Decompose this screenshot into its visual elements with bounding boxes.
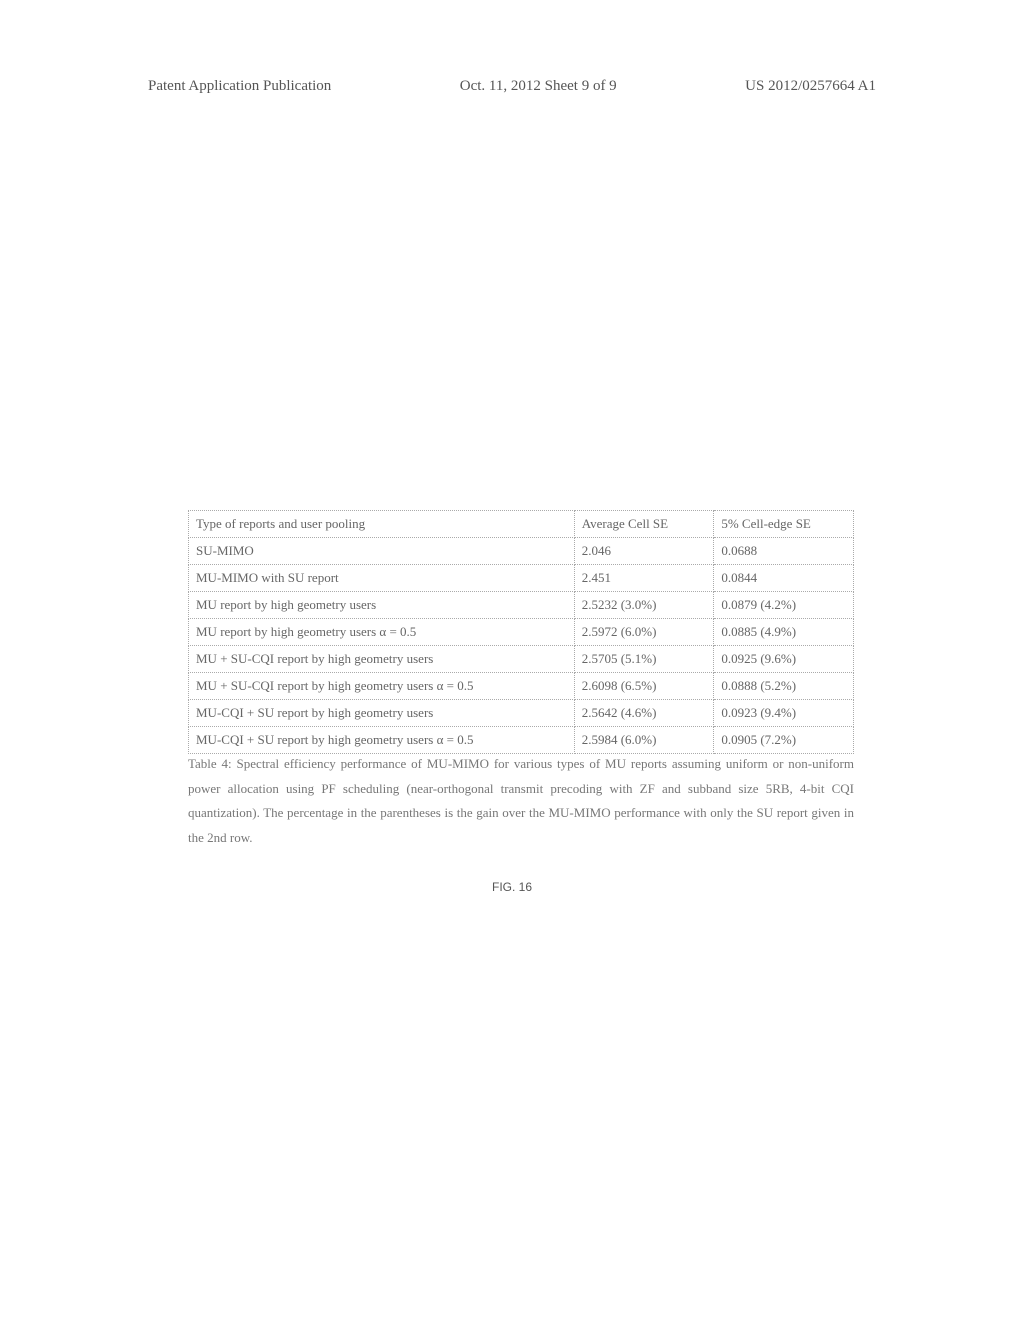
cell-type: MU-CQI + SU report by high geometry user… <box>189 700 575 727</box>
table-row: SU-MIMO 2.046 0.0688 <box>189 538 854 565</box>
cell-edge: 0.0879 (4.2%) <box>714 592 854 619</box>
cell-edge: 0.0905 (7.2%) <box>714 727 854 754</box>
cell-type: MU report by high geometry users <box>189 592 575 619</box>
cell-avg: 2.5642 (4.6%) <box>574 700 714 727</box>
table-row: MU report by high geometry users 2.5232 … <box>189 592 854 619</box>
table-row: MU report by high geometry users α = 0.5… <box>189 619 854 646</box>
cell-avg: 2.5232 (3.0%) <box>574 592 714 619</box>
cell-type: MU + SU-CQI report by high geometry user… <box>189 673 575 700</box>
cell-edge: 0.0885 (4.9%) <box>714 619 854 646</box>
cell-edge: 0.0844 <box>714 565 854 592</box>
cell-avg: 2.046 <box>574 538 714 565</box>
table-row: MU + SU-CQI report by high geometry user… <box>189 673 854 700</box>
header-right: US 2012/0257664 A1 <box>745 78 876 95</box>
cell-edge: 0.0688 <box>714 538 854 565</box>
spectral-efficiency-table: Type of reports and user pooling Average… <box>188 510 854 754</box>
table-row: MU + SU-CQI report by high geometry user… <box>189 646 854 673</box>
cell-type: MU-MIMO with SU report <box>189 565 575 592</box>
table-row: MU-CQI + SU report by high geometry user… <box>189 727 854 754</box>
cell-type: MU + SU-CQI report by high geometry user… <box>189 646 575 673</box>
cell-avg: 2.5984 (6.0%) <box>574 727 714 754</box>
cell-edge: 0.0925 (9.6%) <box>714 646 854 673</box>
cell-edge: 0.0923 (9.4%) <box>714 700 854 727</box>
table-row: MU-CQI + SU report by high geometry user… <box>189 700 854 727</box>
page-header: Patent Application Publication Oct. 11, … <box>0 78 1024 95</box>
table-container: Type of reports and user pooling Average… <box>188 510 854 754</box>
table-row: MU-MIMO with SU report 2.451 0.0844 <box>189 565 854 592</box>
cell-type: MU report by high geometry users α = 0.5 <box>189 619 575 646</box>
figure-label: FIG. 16 <box>0 880 1024 894</box>
cell-type: SU-MIMO <box>189 538 575 565</box>
cell-edge: 0.0888 (5.2%) <box>714 673 854 700</box>
col-header-type: Type of reports and user pooling <box>189 511 575 538</box>
cell-type: MU-CQI + SU report by high geometry user… <box>189 727 575 754</box>
patent-page: Patent Application Publication Oct. 11, … <box>0 0 1024 1320</box>
table-header-row: Type of reports and user pooling Average… <box>189 511 854 538</box>
header-center: Oct. 11, 2012 Sheet 9 of 9 <box>460 78 617 95</box>
col-header-edge: 5% Cell-edge SE <box>714 511 854 538</box>
header-left: Patent Application Publication <box>148 78 331 95</box>
cell-avg: 2.451 <box>574 565 714 592</box>
table-caption: Table 4: Spectral efficiency performance… <box>188 752 854 851</box>
cell-avg: 2.6098 (6.5%) <box>574 673 714 700</box>
cell-avg: 2.5705 (5.1%) <box>574 646 714 673</box>
col-header-avg: Average Cell SE <box>574 511 714 538</box>
cell-avg: 2.5972 (6.0%) <box>574 619 714 646</box>
